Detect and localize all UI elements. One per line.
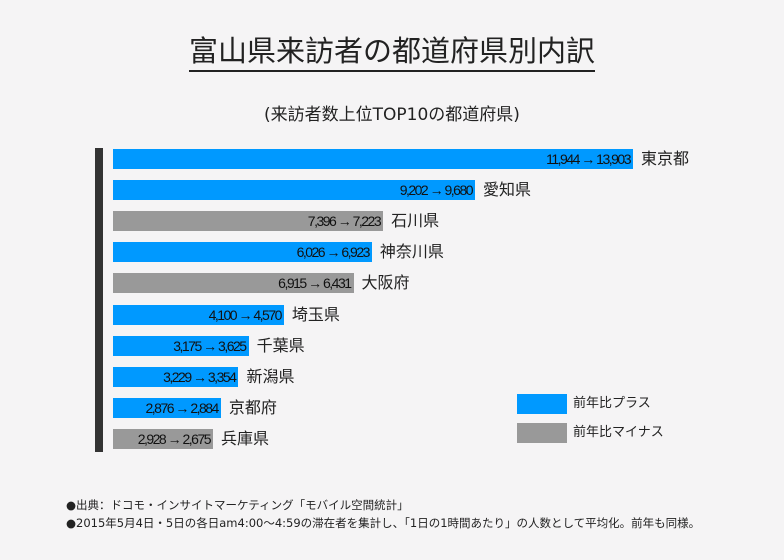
bar-7: 3,229 → 3,354 (113, 366, 239, 387)
value-label: 2,876 → 2,884 (145, 399, 220, 416)
value-label: 9,202 → 9,680 (399, 182, 474, 199)
category-label: 新潟県 (246, 366, 295, 386)
bar-5: 4,100 → 4,570 (113, 304, 284, 325)
category-label: 石川県 (391, 211, 440, 231)
bar-4: 6,915 → 6,431 (113, 273, 354, 294)
legend-label-minus: 前年比マイナス (573, 425, 664, 440)
category-label: 大阪府 (361, 273, 410, 293)
bar-8: 2,876 → 2,884 (113, 397, 221, 418)
value-label: 6,915 → 6,431 (278, 275, 352, 292)
bar-3: 6,026 → 6,923 (113, 242, 372, 263)
value-label: 7,396 → 7,223 (307, 213, 382, 230)
value-label: 4,100 → 4,570 (208, 306, 283, 323)
legend-swatch-plus (517, 394, 567, 414)
bar-1: 9,202 → 9,680 (113, 180, 476, 201)
value-label: 11,944 → 13,903 (546, 151, 631, 167)
value-label: 6,026 → 6,923 (296, 244, 371, 261)
legend-label-plus: 前年比プラス (573, 396, 651, 411)
value-label: 3,229 → 3,354 (163, 368, 237, 385)
y-axis-line (95, 148, 103, 452)
category-label: 兵庫県 (221, 428, 270, 448)
chart-subtitle: (来訪者数上位TOP10の都道府県) (264, 105, 520, 125)
value-label: 3,175 → 3,625 (173, 337, 247, 354)
chart-title: 富山県来訪者の都道府県別内訳 (0, 28, 784, 72)
method-note: ●2015年5月4日・5日の各日am4:00～4:59の滞在者を集計し、「1日の… (66, 516, 701, 530)
category-label: 東京都 (641, 149, 690, 168)
category-label: 千葉県 (256, 335, 305, 355)
category-label: 神奈川県 (379, 242, 444, 262)
category-label: 京都府 (228, 397, 277, 417)
bar-2: 7,396 → 7,223 (113, 211, 384, 232)
bar-6: 3,175 → 3,625 (113, 335, 249, 356)
source-note: ●出典：ドコモ・インサイトマーケティング「モバイル空間統計」 (66, 498, 409, 512)
bar-0: 11,944 → 13,903 (113, 149, 633, 169)
value-label: 2,928 → 2,675 (137, 430, 212, 447)
legend-swatch-minus (517, 423, 567, 443)
bar-9: 2,928 → 2,675 (113, 428, 214, 449)
category-label: 愛知県 (483, 180, 532, 200)
category-label: 埼玉県 (291, 304, 340, 324)
